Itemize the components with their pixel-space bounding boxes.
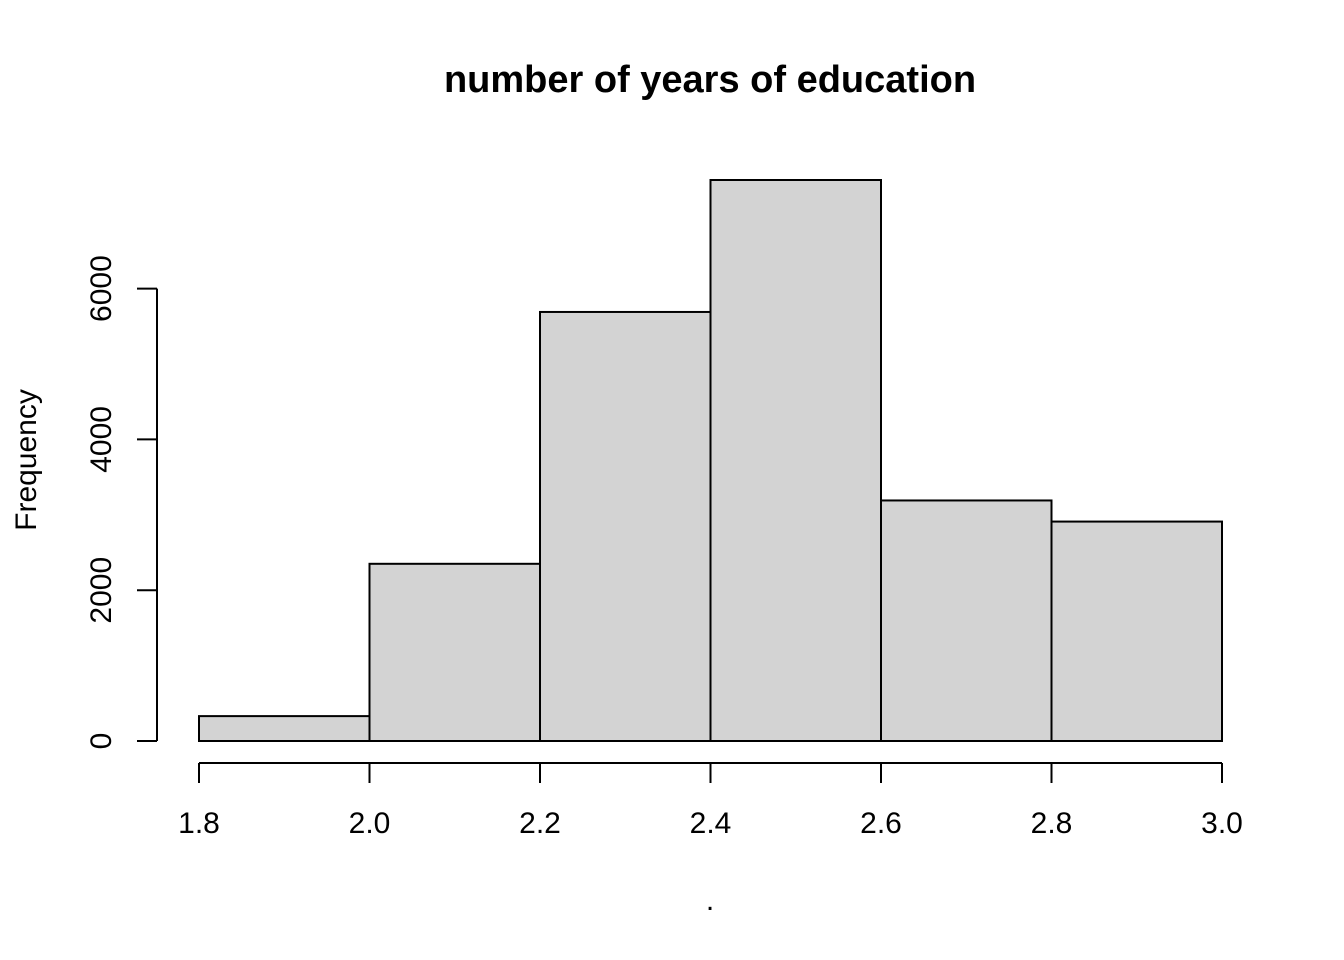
x-tick-label: 2.4 bbox=[690, 807, 732, 840]
y-tick-label: 6000 bbox=[85, 255, 118, 322]
x-tick-label: 2.0 bbox=[349, 807, 391, 840]
histogram-bar-1 bbox=[368, 562, 541, 743]
x-tick-label: 3.0 bbox=[1201, 807, 1243, 840]
histogram-bar-4 bbox=[880, 499, 1053, 742]
histogram-bar-0 bbox=[198, 715, 371, 743]
y-axis-label: Frequency bbox=[10, 389, 43, 531]
y-axis: 0 2000 4000 6000 bbox=[85, 255, 158, 750]
y-tick-label: 4000 bbox=[85, 406, 118, 473]
chart-title: number of years of education bbox=[444, 59, 976, 101]
y-tick-label: 0 bbox=[85, 733, 118, 750]
histogram-bar-3 bbox=[709, 179, 882, 742]
bars-group bbox=[198, 179, 1223, 743]
x-axis-label: . bbox=[706, 884, 714, 917]
x-tick-label: 2.2 bbox=[519, 807, 561, 840]
histogram-bar-5 bbox=[1050, 520, 1223, 742]
histogram-bar-2 bbox=[539, 310, 712, 742]
x-tick-label: 2.8 bbox=[1031, 807, 1073, 840]
x-axis: 1.8 2.0 2.2 2.4 2.6 2.8 3.0 bbox=[178, 762, 1243, 840]
y-tick-label: 2000 bbox=[85, 557, 118, 624]
x-tick-label: 2.6 bbox=[860, 807, 902, 840]
x-tick-label: 1.8 bbox=[178, 807, 220, 840]
